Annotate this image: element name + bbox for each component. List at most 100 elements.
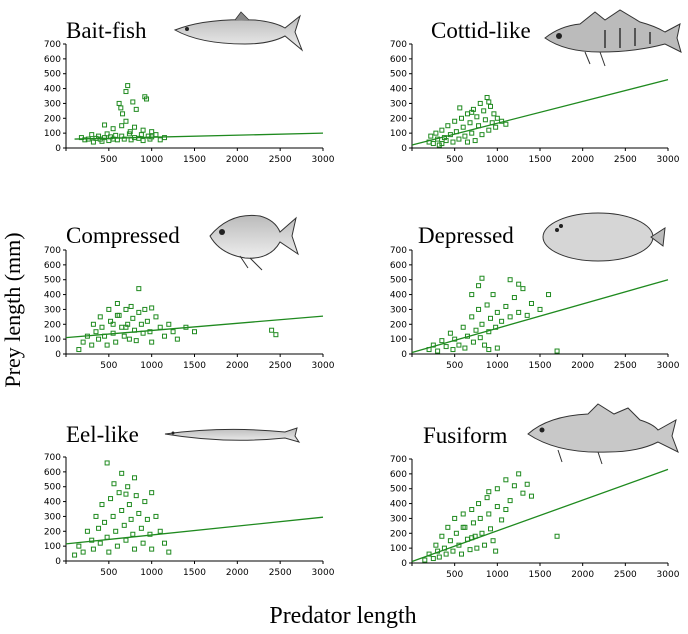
data-point [138, 321, 144, 327]
x-tick-label: 3000 [657, 570, 680, 580]
data-point [507, 277, 513, 283]
data-point [439, 141, 445, 147]
x-tick-label: 2500 [269, 155, 292, 165]
data-point [445, 123, 451, 129]
data-point [433, 542, 439, 548]
data-point [147, 329, 153, 335]
x-tick-label: 2500 [614, 155, 637, 165]
y-tick-label: 200 [390, 529, 407, 539]
data-point [503, 477, 509, 483]
y-tick-label: 400 [390, 500, 407, 510]
data-point [516, 471, 522, 477]
data-point [507, 498, 513, 504]
data-point [488, 526, 494, 532]
data-point [149, 546, 155, 552]
data-point [456, 136, 462, 142]
data-point [123, 89, 129, 95]
data-point [104, 460, 110, 466]
data-point [119, 123, 125, 129]
data-point [490, 538, 496, 544]
data-point [453, 530, 459, 536]
y-tick-label: 300 [44, 512, 61, 522]
data-point [499, 318, 505, 324]
y-tick-label: 0 [55, 350, 61, 360]
data-point [149, 129, 155, 135]
y-tick-label: 100 [44, 335, 61, 345]
data-point [157, 324, 163, 330]
data-point [484, 302, 490, 308]
data-point [469, 109, 475, 115]
data-point [119, 470, 125, 476]
data-point [114, 312, 120, 318]
data-point [128, 303, 134, 309]
data-point [447, 330, 453, 336]
y-tick-label: 100 [390, 129, 407, 139]
data-point [469, 507, 475, 513]
x-tick-label: 1000 [486, 361, 509, 371]
data-point [269, 327, 275, 333]
data-point [554, 533, 560, 539]
data-point [546, 292, 552, 298]
data-point [439, 338, 445, 344]
x-tick-label: 2000 [226, 568, 249, 578]
x-tick-label: 2500 [269, 361, 292, 371]
data-point [524, 312, 530, 318]
data-point [439, 127, 445, 133]
data-point [493, 548, 499, 554]
data-point [136, 286, 142, 292]
data-point [443, 138, 449, 144]
x-tick-label: 1000 [486, 155, 509, 165]
y-tick-label: 500 [44, 70, 61, 80]
data-point [140, 540, 146, 546]
data-point [149, 305, 155, 311]
data-point [494, 115, 500, 121]
data-point [445, 524, 451, 530]
y-tick-label: 700 [44, 40, 61, 50]
data-point [452, 118, 458, 124]
data-point [140, 127, 146, 133]
panel-title: Depressed [418, 223, 514, 248]
x-tick-label: 1000 [486, 570, 509, 580]
data-point [132, 124, 138, 130]
data-point [123, 324, 129, 330]
data-point [132, 546, 138, 552]
data-point [140, 138, 146, 144]
data-point [110, 321, 116, 327]
data-point [144, 318, 150, 324]
data-point [128, 516, 134, 522]
data-point [157, 137, 163, 143]
data-point [477, 100, 483, 106]
data-point [166, 549, 172, 555]
x-tick-label: 500 [446, 570, 463, 580]
data-point [462, 345, 468, 351]
data-point [477, 335, 483, 341]
data-point [520, 490, 526, 496]
data-point [450, 548, 456, 554]
data-point [130, 99, 136, 105]
data-point [110, 513, 116, 519]
y-tick-label: 0 [55, 144, 61, 154]
data-point [89, 537, 95, 543]
data-point [507, 314, 513, 320]
data-point [192, 329, 197, 335]
data-point [493, 124, 499, 130]
panel-eel-like: Eel-like 500 1000 1500 2000 2500 3000 0 100 200 30… [44, 422, 335, 578]
data-point [80, 549, 86, 555]
data-point [458, 115, 464, 121]
data-point [499, 517, 505, 523]
data-point [452, 515, 458, 521]
data-point [99, 324, 105, 330]
fit-line [74, 132, 324, 140]
y-tick-label: 500 [390, 485, 407, 495]
data-point [174, 336, 180, 342]
x-tick-label: 1500 [529, 570, 552, 580]
data-point [170, 329, 176, 335]
data-point [97, 540, 103, 546]
data-point [149, 339, 155, 345]
y-tick-label: 100 [44, 129, 61, 139]
data-point [462, 133, 468, 139]
y-tick-label: 300 [390, 514, 407, 524]
data-point [511, 483, 517, 489]
data-point [76, 347, 82, 353]
y-tick-label: 600 [390, 261, 407, 271]
